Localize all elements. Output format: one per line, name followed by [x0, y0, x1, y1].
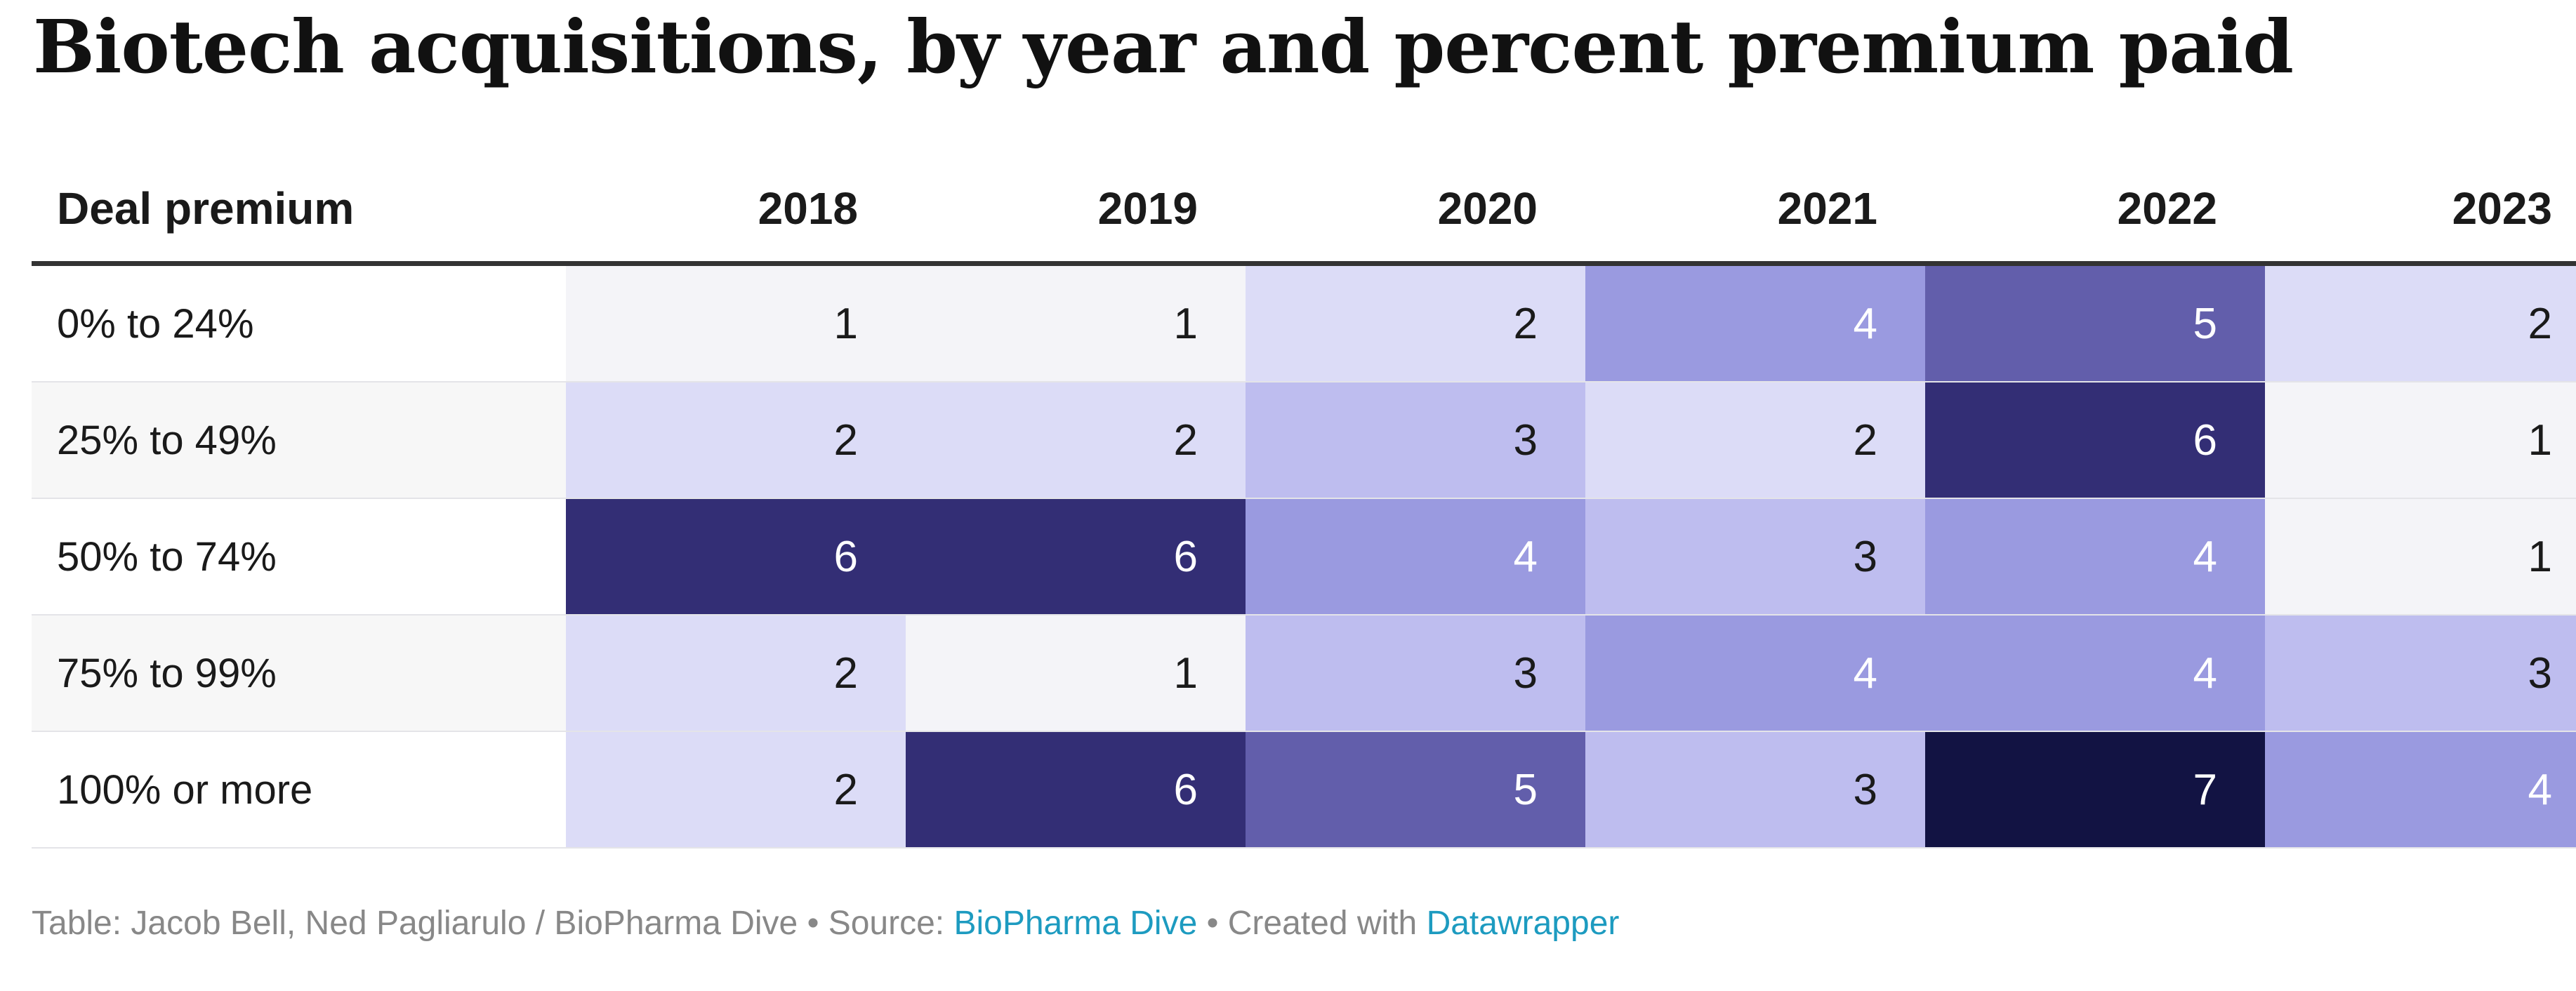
heatmap-cell: 4 [1925, 498, 2265, 616]
footer-credits: Table: Jacob Bell, Ned Pagliarulo / BioP… [32, 903, 1619, 945]
footer-prefix: Table: Jacob Bell, Ned Pagliarulo / BioP… [32, 905, 954, 942]
source-link[interactable]: BioPharma Dive [953, 905, 1198, 942]
heatmap-cell: 2 [566, 382, 906, 499]
header-row: Deal premium 2018 2019 2020 2021 2022 20… [32, 156, 2576, 266]
column-header-2019[interactable]: 2019 [906, 156, 1246, 266]
column-header-2018[interactable]: 2018 [566, 156, 906, 266]
heatmap-cell: 4 [1585, 615, 1925, 732]
table-body: 0% to 24% 1 1 2 4 5 2 25% to 49% 2 2 3 2 6 1 50% to 74… [32, 263, 2576, 849]
column-header-2022[interactable]: 2022 [1925, 156, 2265, 266]
heatmap-table: Deal premium 2018 2019 2020 2021 2022 20… [32, 156, 2576, 849]
heatmap-cell: 2 [906, 382, 1246, 499]
heatmap-cell: 6 [906, 498, 1246, 616]
heatmap-cell: 5 [1925, 263, 2265, 383]
heatmap-cell: 4 [1925, 615, 2265, 732]
heatmap-cell: 2 [1585, 382, 1925, 499]
heatmap-cell: 7 [1925, 731, 2265, 849]
heatmap-cell: 1 [906, 263, 1246, 383]
row-label: 25% to 49% [32, 382, 566, 499]
column-header-2023[interactable]: 2023 [2265, 156, 2576, 266]
heatmap-cell: 2 [2265, 263, 2576, 383]
heatmap-cell: 6 [566, 498, 906, 616]
table-row: 100% or more 2 6 5 3 7 4 [32, 731, 2576, 849]
heatmap-cell: 2 [566, 731, 906, 849]
chart-title: Biotech acquisitions, by year and percen… [33, 4, 2294, 90]
heatmap-cell: 4 [2265, 731, 2576, 849]
heatmap-cell: 3 [1585, 731, 1925, 849]
table-row: 0% to 24% 1 1 2 4 5 2 [32, 263, 2576, 383]
heatmap-cell: 1 [2265, 498, 2576, 616]
heatmap-cell: 1 [2265, 382, 2576, 499]
heatmap-cell: 4 [1585, 263, 1925, 383]
heatmap-cell: 6 [1925, 382, 2265, 499]
heatmap-cell: 2 [1246, 263, 1585, 383]
table-row: 75% to 99% 2 1 3 4 4 3 [32, 615, 2576, 732]
column-header-2020[interactable]: 2020 [1246, 156, 1585, 266]
heatmap-cell: 3 [1246, 382, 1585, 499]
heatmap-cell: 5 [1246, 731, 1585, 849]
heatmap-cell: 3 [1246, 615, 1585, 732]
heatmap-cell: 3 [1585, 498, 1925, 616]
row-label: 100% or more [32, 731, 566, 849]
column-header-2021[interactable]: 2021 [1585, 156, 1925, 266]
heatmap-cell: 3 [2265, 615, 2576, 732]
row-label: 75% to 99% [32, 615, 566, 732]
table-row: 50% to 74% 6 6 4 3 4 1 [32, 498, 2576, 616]
datawrapper-link[interactable]: Datawrapper [1426, 905, 1620, 942]
footer-middle: • Created with [1197, 905, 1427, 942]
row-label: 50% to 74% [32, 498, 566, 616]
table-row: 25% to 49% 2 2 3 2 6 1 [32, 382, 2576, 499]
heatmap-cell: 1 [906, 615, 1246, 732]
heatmap-cell: 2 [566, 615, 906, 732]
row-label: 0% to 24% [32, 263, 566, 383]
row-header[interactable]: Deal premium [32, 156, 566, 266]
heatmap-cell: 6 [906, 731, 1246, 849]
heatmap-cell: 4 [1246, 498, 1585, 616]
heatmap-cell: 1 [566, 263, 906, 383]
